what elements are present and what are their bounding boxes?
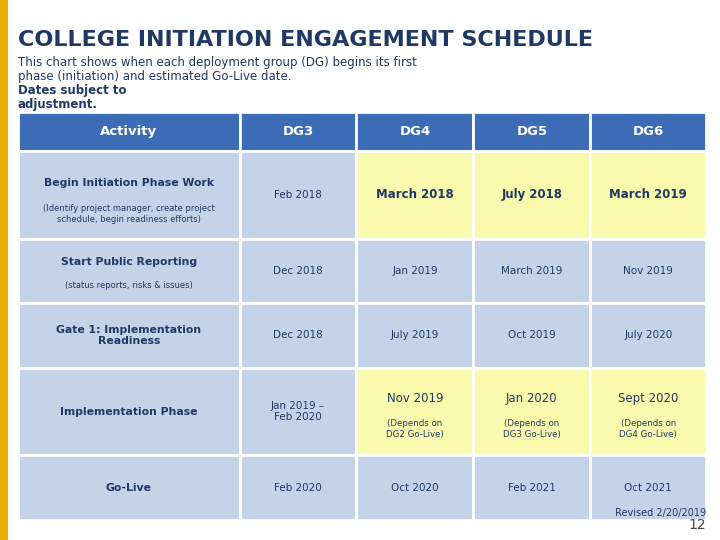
Text: (status reports, risks & issues): (status reports, risks & issues): [65, 280, 193, 289]
Text: Revised 2/20/2019: Revised 2/20/2019: [615, 508, 706, 518]
Bar: [240, 151, 356, 239]
Bar: [590, 151, 706, 239]
Bar: [240, 112, 356, 151]
Text: July 2020: July 2020: [624, 330, 672, 340]
Text: Jan 2019: Jan 2019: [392, 266, 438, 276]
Bar: [18, 303, 240, 368]
Text: 12: 12: [688, 518, 706, 532]
Text: Activity: Activity: [100, 125, 158, 138]
Bar: [590, 112, 706, 151]
Bar: [356, 368, 474, 455]
Bar: [590, 368, 706, 455]
Bar: [590, 303, 706, 368]
Text: adjustment.: adjustment.: [18, 98, 98, 111]
Text: Start Public Reporting: Start Public Reporting: [60, 258, 197, 267]
Bar: [474, 112, 590, 151]
Bar: [0, 0, 8, 540]
Text: July 2019: July 2019: [391, 330, 439, 340]
Text: Sept 2020: Sept 2020: [618, 392, 678, 405]
Bar: [240, 368, 356, 455]
Text: Feb 2018: Feb 2018: [274, 190, 322, 200]
Bar: [356, 239, 474, 303]
Text: DG3: DG3: [282, 125, 314, 138]
Text: (Identify project manager, create project
schedule, begin readiness efforts): (Identify project manager, create projec…: [42, 204, 215, 224]
Text: Begin Initiation Phase Work: Begin Initiation Phase Work: [44, 178, 214, 188]
Text: (Depends on
DG4 Go-Live): (Depends on DG4 Go-Live): [619, 420, 677, 439]
Bar: [474, 151, 590, 239]
Bar: [590, 455, 706, 520]
Bar: [240, 303, 356, 368]
Text: March 2018: March 2018: [376, 188, 454, 201]
Bar: [356, 112, 474, 151]
Bar: [240, 239, 356, 303]
Text: Nov 2019: Nov 2019: [387, 392, 444, 405]
Text: Oct 2021: Oct 2021: [624, 483, 672, 492]
Bar: [590, 239, 706, 303]
Bar: [18, 368, 240, 455]
Bar: [18, 239, 240, 303]
Text: Oct 2019: Oct 2019: [508, 330, 556, 340]
Text: Feb 2021: Feb 2021: [508, 483, 556, 492]
Bar: [18, 151, 240, 239]
Bar: [356, 303, 474, 368]
Text: This chart shows when each deployment group (DG) begins its first: This chart shows when each deployment gr…: [18, 56, 417, 69]
Bar: [474, 368, 590, 455]
Text: Gate 1: Implementation
Readiness: Gate 1: Implementation Readiness: [56, 325, 202, 346]
Text: (Depends on
DG3 Go-Live): (Depends on DG3 Go-Live): [503, 420, 561, 439]
Text: DG5: DG5: [516, 125, 547, 138]
Text: Dec 2018: Dec 2018: [273, 330, 323, 340]
Bar: [356, 455, 474, 520]
Text: Nov 2019: Nov 2019: [624, 266, 673, 276]
Text: March 2019: March 2019: [501, 266, 562, 276]
Bar: [356, 151, 474, 239]
Bar: [18, 455, 240, 520]
Text: Go-Live: Go-Live: [106, 483, 152, 492]
Text: DG6: DG6: [633, 125, 664, 138]
Text: Dates subject to: Dates subject to: [18, 84, 127, 97]
Text: Oct 2020: Oct 2020: [391, 483, 438, 492]
Bar: [474, 303, 590, 368]
Text: Feb 2020: Feb 2020: [274, 483, 322, 492]
Text: Jan 2020: Jan 2020: [506, 392, 558, 405]
Bar: [474, 455, 590, 520]
Text: phase (initiation) and estimated Go-Live date.: phase (initiation) and estimated Go-Live…: [18, 70, 295, 83]
Text: DG4: DG4: [400, 125, 431, 138]
Text: Dec 2018: Dec 2018: [273, 266, 323, 276]
Text: March 2019: March 2019: [609, 188, 687, 201]
Bar: [18, 112, 240, 151]
Bar: [240, 455, 356, 520]
Text: (Depends on
DG2 Go-Live): (Depends on DG2 Go-Live): [386, 420, 444, 439]
Text: COLLEGE INITIATION ENGAGEMENT SCHEDULE: COLLEGE INITIATION ENGAGEMENT SCHEDULE: [18, 30, 593, 50]
Bar: [474, 239, 590, 303]
Text: Jan 2019 –
Feb 2020: Jan 2019 – Feb 2020: [271, 401, 325, 422]
Text: Implementation Phase: Implementation Phase: [60, 407, 197, 416]
Text: July 2018: July 2018: [501, 188, 562, 201]
